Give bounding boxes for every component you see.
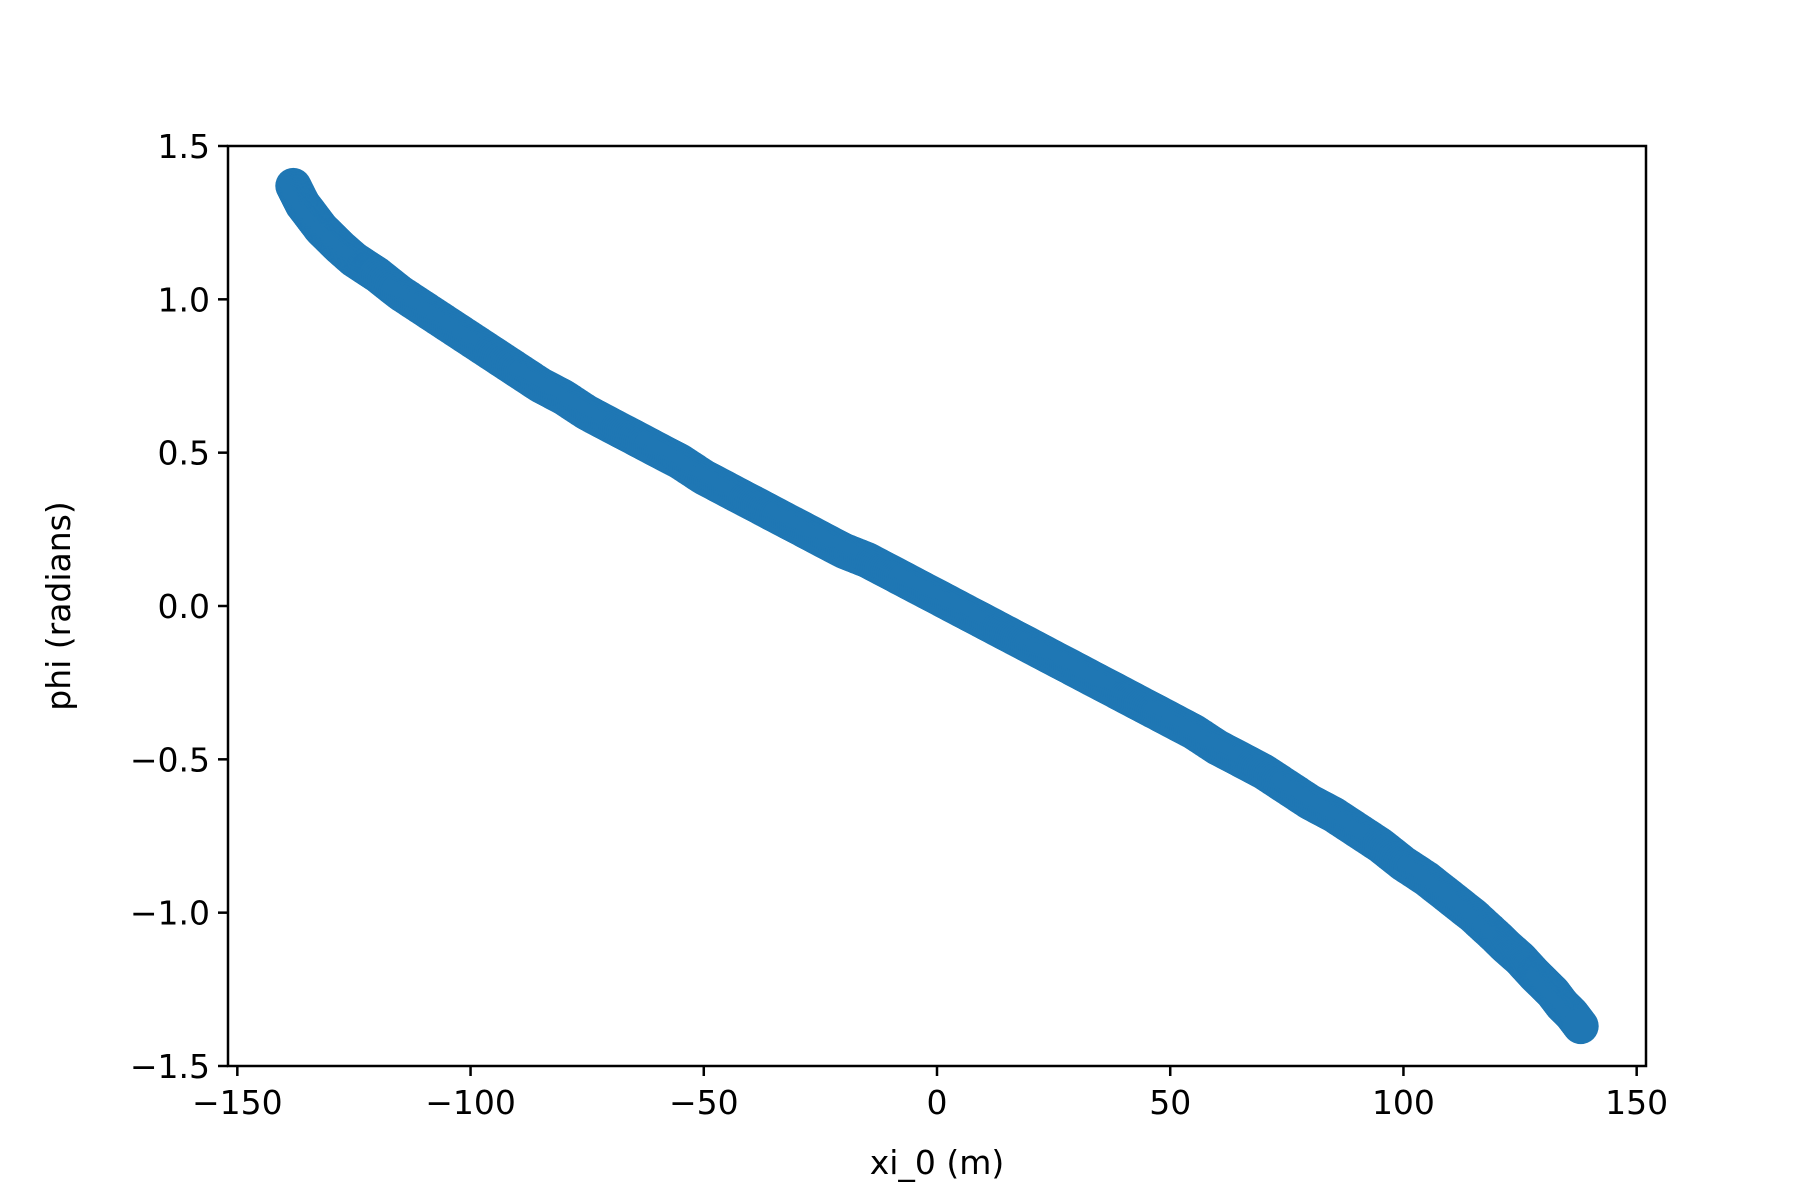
x-tick-label: −100 — [425, 1083, 516, 1122]
y-tick-label: −1.5 — [130, 1047, 210, 1086]
y-tick-label: 1.0 — [158, 280, 210, 319]
y-tick-label: −1.0 — [130, 894, 210, 933]
y-axis-label: phi (radians) — [39, 501, 78, 711]
data-marks — [275, 167, 1599, 1045]
y-tick-label: −0.5 — [130, 740, 210, 779]
y-tick-label: 1.5 — [158, 127, 210, 166]
y-tick-label: 0.0 — [158, 587, 210, 626]
x-tick-label: −150 — [192, 1083, 283, 1122]
x-tick-label: 50 — [1149, 1083, 1191, 1122]
x-axis-label: xi_0 (m) — [870, 1143, 1005, 1182]
y-axis-ticks: −1.5 −1.0 −0.5 0.0 0.5 1.0 1.5 — [130, 127, 228, 1086]
x-tick-label: −50 — [669, 1083, 739, 1122]
x-tick-label: 150 — [1605, 1083, 1668, 1122]
x-tick-label: 100 — [1372, 1083, 1435, 1122]
y-tick-label: 0.5 — [158, 434, 210, 473]
x-axis-ticks: −150 −100 −50 0 50 100 150 — [192, 1066, 1668, 1122]
x-tick-label: 0 — [927, 1083, 948, 1122]
data-point — [1562, 1008, 1599, 1045]
